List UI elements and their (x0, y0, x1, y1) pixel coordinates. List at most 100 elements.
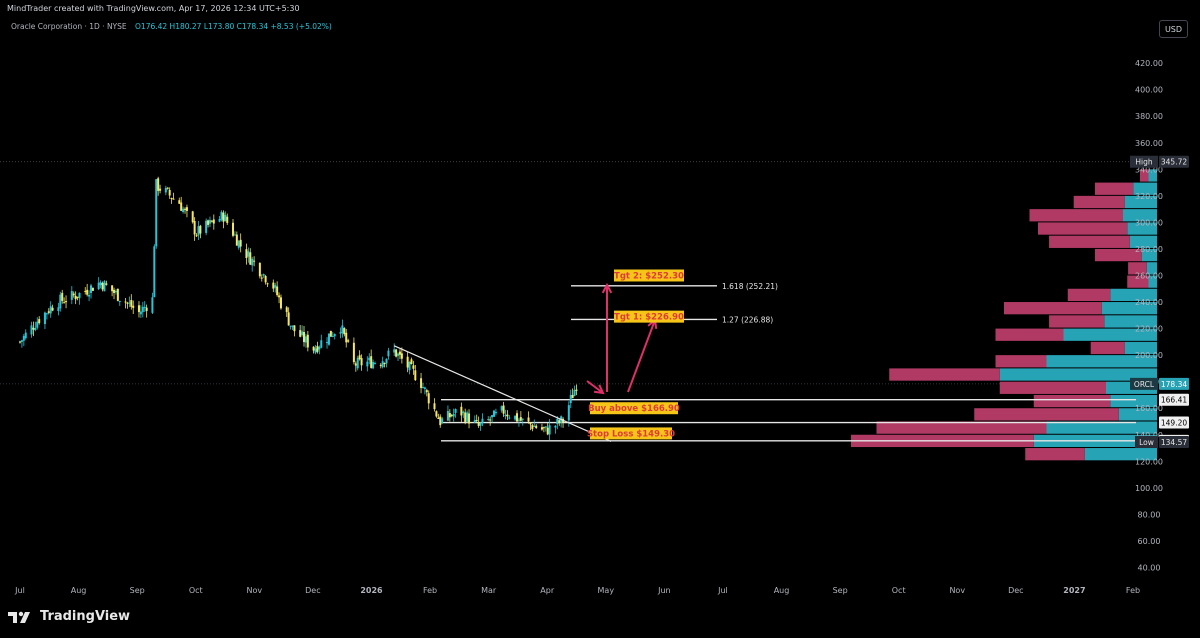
candle-body (356, 357, 359, 369)
annotation-box (590, 402, 678, 415)
tradingview-brand[interactable]: TradingView (8, 609, 130, 624)
x-tick-label: Apr (540, 586, 555, 595)
volume-profile-sell-bar (974, 408, 1119, 421)
volume-profile-buy-bar (1133, 182, 1157, 195)
candle-body (249, 252, 252, 265)
candle-body (387, 350, 390, 357)
volume-profile (851, 169, 1157, 461)
candle-body (20, 340, 23, 342)
volume-profile-sell-bar (1049, 235, 1130, 248)
x-tick-label: May (598, 586, 615, 595)
price-tag-value: 149.20 (1161, 419, 1187, 428)
volume-profile-sell-bar (1094, 248, 1142, 262)
x-tick-label: 2027 (1063, 586, 1085, 595)
candle-body (155, 179, 158, 247)
candle-body (487, 419, 490, 421)
candle-body (354, 363, 357, 366)
candle-body (272, 282, 275, 289)
volume-profile-sell-bar (1049, 315, 1105, 328)
candle-body (393, 349, 396, 353)
candle-body (220, 211, 223, 220)
candle-body (84, 290, 87, 292)
candle-body (103, 281, 106, 292)
candle-body (502, 405, 505, 414)
candle-body (180, 202, 183, 211)
volume-profile-buy-bar (1101, 302, 1157, 315)
candle-body (279, 297, 282, 309)
candle-body (529, 422, 532, 425)
candle-body (406, 356, 409, 368)
candle-body (291, 325, 294, 327)
x-tick-label: Oct (189, 586, 203, 595)
candle-body (516, 413, 519, 422)
x-tick-label: Jul (14, 586, 25, 595)
candles (19, 176, 578, 441)
annotation-text: Buy above $166.90 (588, 404, 680, 414)
volume-profile-sell-bar (1033, 394, 1111, 408)
candle-body (157, 178, 160, 191)
price-tag-label-bg (1130, 155, 1158, 168)
volume-profile-sell-bar (1025, 448, 1085, 461)
entry-arrow-head (593, 384, 605, 395)
volume-profile-buy-bar (1046, 421, 1157, 434)
volume-profile-buy-bar (1046, 355, 1157, 368)
currency-button[interactable]: USD (1159, 20, 1188, 38)
candle-body (130, 300, 133, 307)
annotation-box (614, 269, 684, 282)
candle-body (258, 262, 261, 277)
candle-body (320, 340, 323, 348)
candle-body (237, 240, 240, 248)
candle-body (374, 363, 377, 365)
candle-body (266, 283, 269, 285)
volume-profile-buy-bar (1146, 262, 1157, 275)
y-tick-label: 220.00 (1135, 325, 1163, 334)
candle-body (425, 390, 428, 393)
candle-body (151, 297, 154, 313)
candle-body (385, 358, 388, 364)
candle-body (76, 296, 79, 298)
volume-profile-sell-bar (999, 381, 1106, 394)
candle-body (533, 425, 536, 427)
volume-profile-sell-bar (1090, 341, 1125, 355)
y-tick-label: 280.00 (1135, 245, 1163, 254)
candle-body (420, 378, 423, 388)
candle-body (491, 415, 494, 418)
candle-body (462, 411, 465, 414)
candle-body (441, 418, 444, 424)
candle-body (466, 412, 469, 422)
candle-body (358, 355, 361, 360)
candle-body (352, 342, 355, 363)
candle-body (141, 306, 144, 313)
candle-body (345, 332, 348, 343)
candle-body (61, 292, 64, 301)
price-tag-value: 166.41 (1161, 396, 1187, 405)
candle-body (410, 359, 413, 365)
candle-body (423, 387, 426, 389)
candle-body (573, 389, 576, 396)
candle-body (212, 219, 215, 224)
candle-body (224, 214, 227, 222)
candle-body (32, 327, 35, 330)
x-tick-label: Sep (130, 586, 145, 595)
tradingview-logo-icon (8, 611, 30, 623)
x-tick-label: Dec (1008, 586, 1023, 595)
volume-profile-buy-bar (1104, 315, 1157, 328)
annotation-text: Tgt 2: $252.30 (614, 271, 684, 281)
candle-body (492, 410, 495, 417)
candle-body (143, 306, 146, 308)
candle-body (468, 413, 471, 424)
candle-body (276, 286, 279, 296)
candle-body (137, 305, 140, 313)
candle-body (114, 290, 117, 293)
candle-body (239, 239, 242, 247)
candle-body (327, 333, 330, 345)
y-axis: 40.0060.0080.00100.00120.00140.00160.001… (1135, 59, 1163, 572)
volume-profile-buy-bar (1118, 408, 1157, 421)
candle-body (264, 276, 267, 283)
drawings: Tgt 2: $252.30 Tgt 1: $226.90 Buy above $1… (393, 269, 684, 442)
price-labels: High345.72ORCL178.34166.41149.20135.43Lo… (1130, 155, 1189, 448)
fib-level-label: 1.27 (226.88) (722, 315, 773, 324)
y-tick-label: 60.00 (1138, 537, 1161, 546)
candle-body (285, 307, 288, 313)
